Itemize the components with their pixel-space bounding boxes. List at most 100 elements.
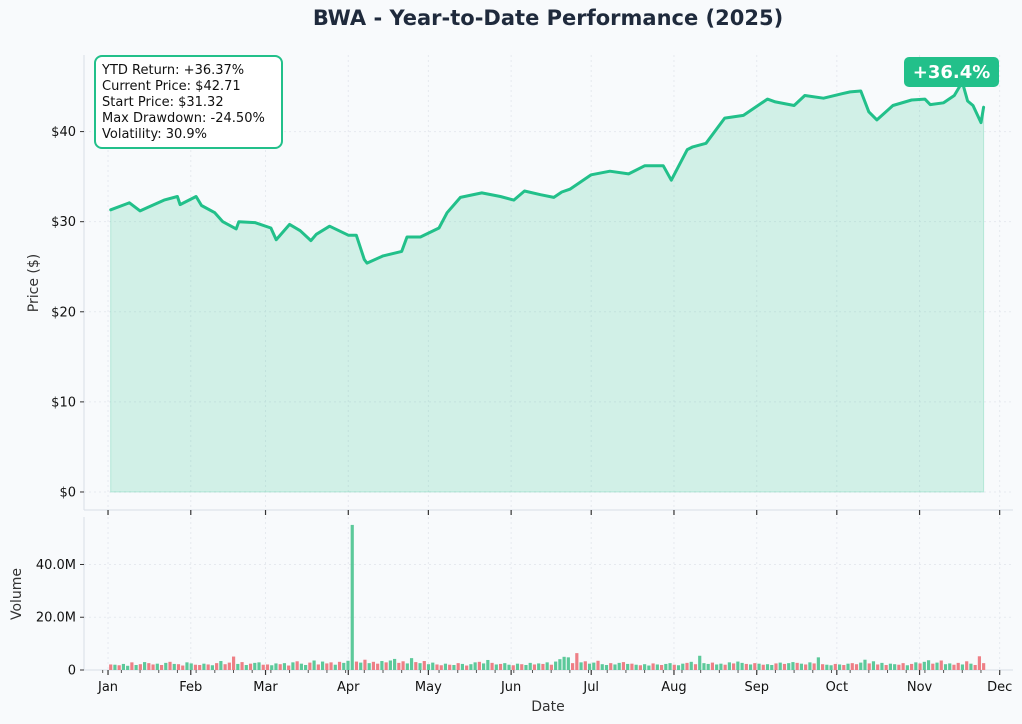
volume-bar: [456, 663, 460, 670]
return-badge-background: [904, 57, 999, 87]
volume-bar: [583, 661, 587, 670]
volume-bar: [689, 661, 693, 670]
volume-bar: [337, 661, 342, 670]
volume-bar: [537, 663, 541, 670]
chart-title: BWA - Year-to-Date Performance (2025): [313, 6, 783, 30]
volume-bar: [702, 663, 706, 670]
volume-bar: [604, 664, 609, 670]
stat-ytd-return: YTD Return: +36.37%: [101, 63, 244, 78]
volume-bar: [931, 663, 935, 670]
stats-box-frame: [94, 55, 283, 149]
volume-bar: [846, 663, 850, 670]
volume-bar: [384, 662, 388, 670]
volume-bar: [287, 665, 291, 670]
volume-grid: [84, 517, 1013, 671]
volume-bar: [397, 662, 401, 670]
x-tick-label: Jun: [500, 680, 521, 695]
volume-bar: [859, 662, 863, 670]
volume-bar: [198, 664, 202, 670]
volume-bar: [261, 664, 265, 670]
volume-bar: [477, 661, 481, 670]
volume-bar: [295, 661, 299, 670]
volume-bar: [808, 662, 812, 670]
volume-bar: [532, 664, 537, 670]
volume-bar: [422, 661, 426, 670]
volume-bar: [596, 660, 600, 670]
volume-bar: [507, 664, 511, 670]
volume-bar: [638, 665, 642, 670]
volume-bar: [600, 664, 604, 670]
volume-bar: [482, 663, 486, 670]
volume-bar: [121, 663, 125, 670]
volume-bar: [613, 664, 617, 670]
volume-bar: [778, 662, 782, 670]
volume-bar: [850, 663, 854, 670]
volume-bar: [664, 663, 668, 670]
volume-bar: [210, 665, 214, 670]
volume-bar: [723, 664, 727, 670]
volume-y-tick-label: 20.0M: [36, 611, 76, 626]
x-tick-label: Mar: [253, 680, 278, 695]
volume-bar: [452, 664, 456, 670]
volume-bar: [219, 661, 223, 670]
volume-bar: [503, 663, 507, 670]
volume-bar: [571, 663, 575, 670]
volume-bar: [164, 662, 168, 670]
x-tick-label: Apr: [337, 680, 360, 695]
volume-bar: [524, 664, 528, 670]
volume-bar: [948, 663, 952, 670]
volume-bar: [159, 664, 164, 670]
volume-bar: [816, 657, 820, 670]
x-tick-label: Feb: [179, 680, 202, 695]
volume-bar: [761, 664, 765, 670]
volume-bar: [693, 664, 698, 670]
volume-bar: [253, 662, 257, 670]
volume-bar: [655, 664, 659, 670]
volume-y-tick-label: 40.0M: [36, 558, 76, 573]
volume-bar: [465, 665, 469, 670]
volume-bar: [554, 661, 558, 670]
volume-y-ticks: 0 20.0M 40.0M: [36, 558, 84, 679]
volume-bar: [888, 663, 892, 670]
volume-bar: [939, 660, 943, 670]
volume-bar: [668, 663, 672, 670]
volume-bar: [113, 664, 117, 670]
volume-bar: [227, 662, 231, 670]
volume-bar: [736, 661, 740, 670]
volume-bar: [833, 663, 837, 670]
volume-bar: [232, 656, 236, 670]
volume-bar: [376, 663, 380, 670]
volume-bar: [977, 656, 981, 670]
volume-bar: [202, 663, 206, 670]
volume-bar: [545, 662, 549, 670]
return-badge-label: +36.4%: [913, 62, 991, 83]
volume-bar: [185, 662, 189, 670]
volume-bar: [486, 659, 490, 670]
volume-bar: [541, 663, 545, 670]
volume-bar: [630, 663, 634, 670]
volume-bar: [922, 661, 926, 670]
volume-bar: [130, 662, 134, 670]
volume-bar: [138, 664, 142, 670]
volume-bar: [973, 664, 977, 670]
volume-bar: [647, 665, 651, 670]
volume-bar: [244, 664, 248, 670]
volume-bar: [651, 663, 655, 670]
price-y-tick-label: $30: [51, 215, 76, 230]
volume-bar: [897, 664, 901, 670]
volume-bar: [469, 664, 473, 670]
volume-y-tick-label: 0: [68, 664, 76, 679]
volume-bar: [765, 664, 770, 670]
volume-bar: [609, 663, 613, 670]
volume-bar: [753, 663, 757, 670]
volume-bar: [117, 665, 121, 670]
volume-bar: [354, 661, 359, 670]
x-tick-label: Dec: [987, 680, 1012, 695]
volume-bar: [871, 661, 876, 670]
volume-bar: [248, 663, 253, 670]
volume-bar: [905, 665, 909, 670]
volume-bar: [685, 662, 689, 670]
volume-bar: [748, 664, 753, 670]
price-panel: $0 $10 $20 $30 $40 Price ($) YTD Return: +36…: [26, 55, 1013, 515]
volume-bar: [774, 663, 778, 670]
